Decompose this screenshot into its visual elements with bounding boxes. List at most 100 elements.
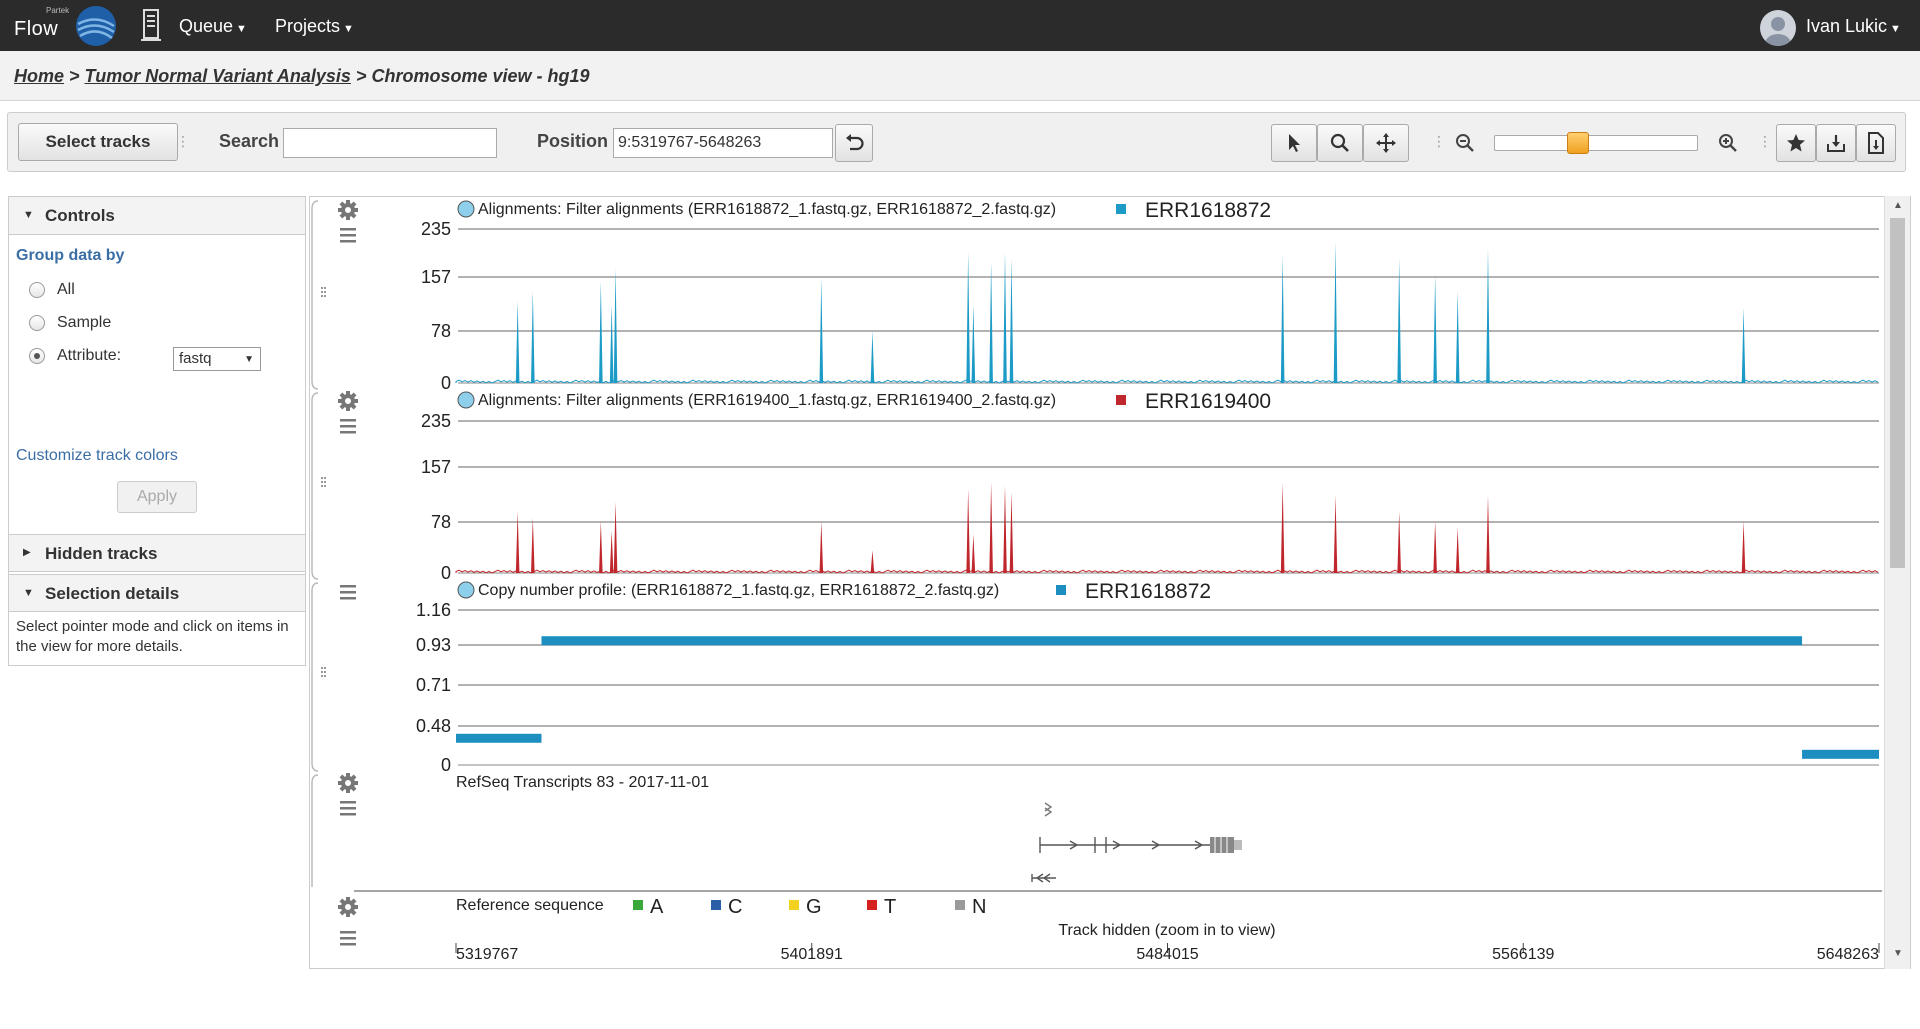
- track-status-icon[interactable]: [457, 200, 475, 218]
- coverage-peak[interactable]: [989, 261, 993, 383]
- track-status-icon[interactable]: [457, 581, 475, 599]
- toolbar-grip-icon[interactable]: ⋮: [1432, 133, 1446, 149]
- coverage-peak[interactable]: [1486, 248, 1490, 383]
- copy-number-segment[interactable]: [456, 733, 542, 743]
- coverage-peak[interactable]: [989, 482, 993, 573]
- coverage-peak[interactable]: [1333, 242, 1338, 383]
- track-resize-grip-icon[interactable]: [321, 667, 326, 677]
- coverage-peak[interactable]: [1455, 527, 1460, 573]
- track-resize-grip-icon[interactable]: [321, 287, 326, 297]
- undo-button[interactable]: [835, 124, 873, 162]
- coverage-peak[interactable]: [1009, 258, 1014, 383]
- track-status-icon[interactable]: [457, 391, 475, 409]
- download-image-button[interactable]: [1816, 124, 1856, 162]
- projects-menu[interactable]: Projects ▼: [275, 16, 354, 37]
- zoom-in-icon[interactable]: [1717, 132, 1739, 154]
- radio-button[interactable]: [29, 282, 45, 298]
- coverage-peak[interactable]: [1741, 307, 1746, 383]
- copy-number-segment[interactable]: [1802, 749, 1879, 759]
- coverage-peak[interactable]: [1397, 511, 1401, 573]
- gear-icon[interactable]: [338, 200, 358, 220]
- coverage-peak[interactable]: [1486, 495, 1490, 573]
- gear-icon[interactable]: [338, 773, 358, 793]
- app-logo[interactable]: Partek Flow: [12, 4, 120, 48]
- zoom-slider-handle[interactable]: [1567, 132, 1589, 154]
- coverage-peak[interactable]: [1003, 485, 1007, 573]
- coverage-peak[interactable]: [819, 278, 824, 383]
- coverage-peak[interactable]: [966, 251, 970, 383]
- gear-icon[interactable]: [338, 897, 358, 917]
- coverage-peak[interactable]: [870, 550, 875, 573]
- coverage-peak[interactable]: [609, 304, 614, 383]
- coverage-peak[interactable]: [870, 330, 875, 383]
- track-resize-grip-icon[interactable]: [321, 477, 326, 487]
- chromosome-view[interactable]: Alignments: Filter alignments (ERR161887…: [309, 196, 1911, 969]
- select-tracks-button[interactable]: Select tracks: [18, 123, 178, 161]
- coverage-peak[interactable]: [531, 291, 535, 383]
- coverage-series-ERR1618872[interactable]: [455, 242, 1879, 384]
- coverage-peak[interactable]: [971, 534, 976, 573]
- coverage-peak[interactable]: [531, 518, 535, 573]
- customize-track-colors-link[interactable]: Customize track colors: [16, 447, 178, 464]
- coverage-peak[interactable]: [613, 501, 618, 573]
- coverage-peak[interactable]: [609, 530, 614, 573]
- zoom-select-button[interactable]: [1317, 124, 1363, 162]
- coverage-peak[interactable]: [1433, 274, 1437, 383]
- refseq-transcript-models[interactable]: [1031, 802, 1242, 883]
- radio-button[interactable]: [29, 315, 45, 331]
- scrollbar-thumb[interactable]: [1890, 218, 1905, 568]
- group-option-sample[interactable]: Sample: [29, 314, 111, 332]
- attribute-select[interactable]: fastq ▼: [173, 347, 261, 371]
- coverage-peak[interactable]: [966, 488, 970, 573]
- coverage-peak[interactable]: [1009, 492, 1014, 573]
- user-menu[interactable]: Ivan Lukic ▼: [1806, 16, 1901, 37]
- coverage-peak[interactable]: [1280, 482, 1285, 573]
- group-option-attribute[interactable]: Attribute:: [29, 347, 121, 365]
- coverage-peak[interactable]: [613, 268, 618, 383]
- favorite-button[interactable]: [1776, 124, 1816, 162]
- coverage-peak[interactable]: [599, 281, 603, 383]
- group-option-all[interactable]: All: [29, 281, 75, 299]
- hamburger-menu-icon[interactable]: [340, 228, 356, 243]
- radio-button-checked[interactable]: [29, 348, 45, 364]
- scroll-up-icon[interactable]: ▲: [1893, 200, 1903, 211]
- coverage-peak[interactable]: [1397, 258, 1401, 383]
- vertical-scrollbar[interactable]: ▲ ▼: [1884, 196, 1910, 969]
- pointer-mode-button[interactable]: [1271, 124, 1317, 162]
- zoom-out-icon[interactable]: [1454, 132, 1476, 154]
- copy-number-segment[interactable]: [541, 636, 1803, 646]
- selection-details-section-header[interactable]: ▼ Selection details: [9, 574, 305, 612]
- pan-mode-button[interactable]: [1363, 124, 1409, 162]
- toolbar-grip-icon[interactable]: ⋮: [1758, 133, 1772, 149]
- scroll-down-icon[interactable]: ▼: [1893, 948, 1903, 959]
- breadcrumb-home-link[interactable]: Home: [14, 66, 65, 86]
- coverage-peak[interactable]: [1280, 255, 1285, 383]
- position-input[interactable]: [613, 128, 833, 158]
- transcript-1[interactable]: [1044, 802, 1053, 817]
- hidden-tracks-section-header[interactable]: ▶ Hidden tracks: [9, 534, 305, 572]
- hamburger-menu-icon[interactable]: [340, 419, 356, 434]
- coverage-peak[interactable]: [1741, 521, 1746, 573]
- apply-button[interactable]: Apply: [117, 481, 197, 513]
- controls-section-header[interactable]: ▼ Controls: [9, 197, 305, 235]
- copy-number-series[interactable]: [456, 636, 1879, 759]
- coverage-peak[interactable]: [515, 511, 520, 573]
- export-button[interactable]: [1856, 124, 1896, 162]
- coverage-peak[interactable]: [971, 304, 976, 383]
- zoom-slider[interactable]: [1494, 132, 1698, 154]
- server-icon[interactable]: [140, 9, 162, 41]
- hamburger-menu-icon[interactable]: [340, 931, 356, 946]
- transcript-2[interactable]: [1039, 837, 1242, 853]
- coverage-peak[interactable]: [599, 521, 603, 573]
- search-input[interactable]: [283, 128, 497, 158]
- coverage-peak[interactable]: [1433, 521, 1437, 573]
- coverage-peak[interactable]: [1333, 495, 1338, 573]
- toolbar-grip-icon[interactable]: ⋮: [176, 133, 190, 149]
- breadcrumb-project-link[interactable]: Tumor Normal Variant Analysis: [84, 66, 351, 86]
- coverage-series-ERR1619400[interactable]: [455, 482, 1879, 574]
- user-avatar-icon[interactable]: [1760, 10, 1796, 46]
- gear-icon[interactable]: [338, 391, 358, 411]
- hamburger-menu-icon[interactable]: [340, 585, 356, 600]
- coverage-peak[interactable]: [819, 521, 824, 573]
- hamburger-menu-icon[interactable]: [340, 801, 356, 816]
